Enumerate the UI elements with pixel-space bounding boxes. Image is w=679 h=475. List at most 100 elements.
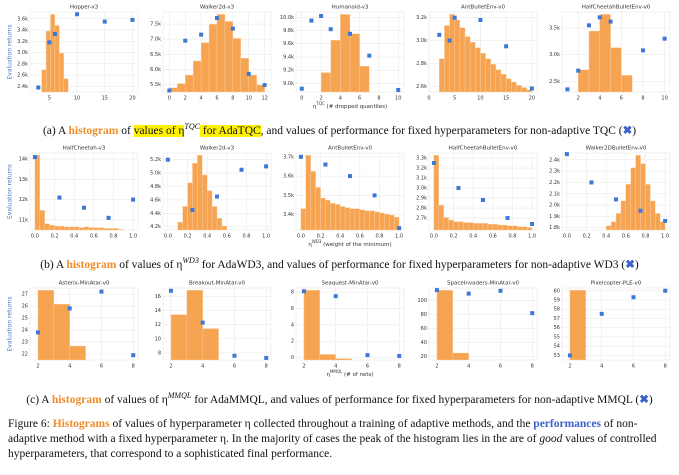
histogram-bar [443, 217, 449, 231]
histogram-bar [320, 72, 331, 93]
caption-text: (b) A [40, 258, 67, 271]
performance-point [505, 216, 510, 220]
caption-text: histogram [68, 124, 119, 137]
performance-point [215, 16, 219, 21]
histogram-bar [659, 221, 666, 231]
histogram-bar [393, 216, 400, 231]
x-tick-label: 4 [339, 96, 342, 102]
performance-point [99, 289, 104, 294]
x-tick-label: 0 [427, 96, 430, 102]
histogram-bar [621, 75, 633, 93]
chart-title: Pixelcopter-PLE-v0 [591, 281, 642, 287]
histogram-bar [588, 30, 601, 93]
histogram-bar [187, 182, 193, 231]
performance-point [32, 155, 37, 160]
histogram-bar [192, 60, 202, 93]
y-tick-label: 9.2k [283, 68, 294, 74]
histogram-bar [64, 226, 70, 231]
x-tick-label: 8 [531, 364, 534, 370]
x-tick-label: 8 [132, 364, 135, 370]
x-tick-label: 0 [300, 96, 303, 102]
histogram-bar [492, 223, 498, 231]
y-tick-label: 5.2k [150, 157, 161, 163]
histogram-bar [54, 225, 60, 231]
y-tick-label: 24 [22, 328, 28, 334]
x-tick-label: 1.0 [661, 234, 669, 240]
performance-point [67, 306, 72, 311]
y-tick-label: 2.2k [549, 180, 560, 186]
caption-text: ✖ [622, 124, 633, 137]
histogram-bar [103, 228, 109, 231]
y-tick-label: 3.0k [549, 52, 560, 58]
y-tick-label: 58 [554, 307, 560, 313]
caption-text: ) [648, 393, 653, 406]
performance-point [565, 87, 570, 92]
y-tick-label: 3.4k [17, 28, 28, 34]
chart-title: Hopper-v3 [70, 5, 99, 11]
x-axis-label: ηWD3 (weight of the minimum) [308, 239, 391, 248]
caption-text: for AdaMMQL, and values of performance f… [191, 393, 640, 406]
histogram-bar [645, 184, 651, 231]
y-tick-label: 3.1k [416, 176, 427, 182]
caption-text: of non-adaptive method with a fixed hype… [8, 418, 638, 445]
histogram-bar [526, 227, 533, 231]
x-tick-label: 8 [641, 96, 644, 102]
performance-point [75, 12, 80, 17]
y-tick-label: 5.0k [150, 171, 161, 177]
histogram-bar [464, 36, 471, 93]
performance-point [396, 88, 401, 93]
histogram-bar [459, 27, 466, 93]
x-tick-label: 4 [200, 96, 203, 102]
x-tick-label: 4 [598, 96, 601, 102]
histogram-bar [221, 225, 228, 231]
performance-point [372, 193, 377, 198]
y-tick-label: 10.0k [280, 15, 294, 21]
performance-point [102, 19, 107, 24]
x-tick-label: 8 [231, 96, 234, 102]
y-tick-label: 3.0k [416, 186, 427, 192]
histogram-bar [449, 14, 455, 93]
y-tick-label: 3.2k [416, 166, 427, 172]
x-tick-label: 6 [358, 96, 361, 102]
y-tick-label: 11k [19, 217, 28, 223]
y-tick-label: 60 [554, 288, 560, 294]
y-tick-label: 2 [291, 339, 294, 345]
chart-title: AntBulletEnv-v0 [328, 146, 372, 152]
y-tick-label: 2.3k [549, 169, 560, 175]
plot-area [29, 152, 139, 231]
histogram-bar [458, 221, 464, 231]
y-tick-label: 3.2k [416, 15, 427, 21]
histogram-bar [200, 42, 210, 93]
histogram-bar [436, 289, 454, 361]
histogram-bar [511, 81, 517, 93]
performance-point [299, 86, 304, 91]
y-tick-label: 23 [22, 340, 28, 346]
histogram-bar [325, 199, 331, 231]
histogram-bar [650, 200, 656, 231]
histogram-bar [344, 207, 351, 231]
caption-text: , and values of performance for fixed hy… [260, 124, 623, 137]
histogram-bar [88, 227, 95, 231]
y-axis-label: Evaluation returns [7, 296, 14, 351]
caption-text: of values of η [116, 258, 183, 271]
histogram-bar [300, 208, 307, 231]
performance-point [365, 353, 370, 358]
x-tick-label: 15 [102, 96, 108, 102]
histogram-bar [438, 204, 444, 231]
histogram-bar [522, 226, 528, 231]
histogram-bar [177, 83, 186, 93]
chart-title: HalfCheetahBulletEnv-v0 [449, 146, 518, 152]
caption-b: (b) A histogram of values of ηWD3 for Ad… [0, 256, 679, 271]
performance-point [190, 207, 195, 212]
y-tick-label: 4.2k [150, 224, 161, 230]
histogram-bar [69, 226, 75, 231]
y-tick-label: 2.8k [17, 61, 28, 67]
performance-point [82, 205, 86, 210]
caption-text: performances [533, 418, 601, 430]
y-tick-label: 3.5k [283, 193, 294, 199]
x-tick-label: 0.2 [450, 234, 458, 240]
caption-text: of values of hyperparameter η collected … [109, 418, 534, 430]
performance-point [36, 85, 41, 90]
performance-point [348, 31, 352, 36]
y-tick-label: 9.6k [283, 41, 294, 47]
